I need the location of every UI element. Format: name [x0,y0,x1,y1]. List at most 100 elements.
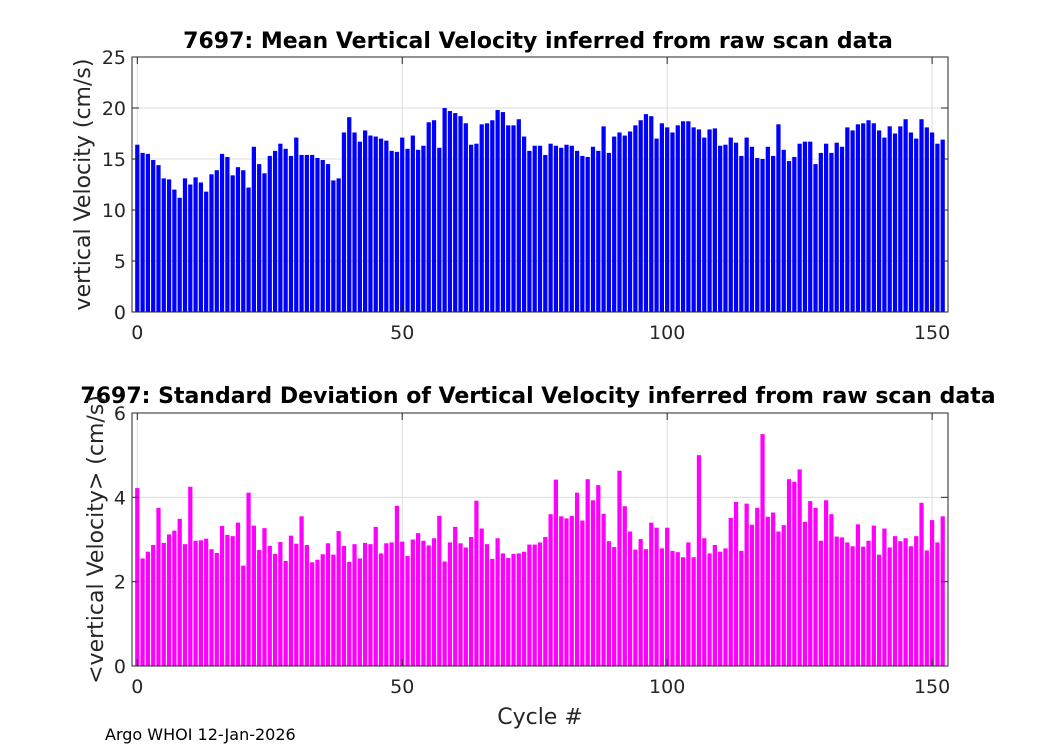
mean-bar [193,177,198,312]
mean-bar [161,178,166,312]
mean-bar [368,135,373,312]
mean-bar [299,154,304,312]
mean-bar [384,140,389,312]
mean-bar [135,144,140,312]
mean-bar [469,144,474,312]
std-bar [140,558,145,666]
std-bar [135,488,140,666]
std-bar [204,538,209,666]
mean-bar [177,197,182,312]
mean-bar [892,133,898,312]
mean-bar [442,108,447,312]
std-bar [373,526,378,666]
mean-bar [712,128,717,312]
mean-bar [919,119,924,312]
std-bar [246,492,251,666]
std-bar [156,507,161,667]
mean-bar [940,139,945,312]
std-bar [543,536,548,666]
mean-bar [559,147,564,312]
mean-bar [564,144,569,312]
mean-ytick-label: 10 [102,200,126,222]
mean-bar [654,138,659,312]
mean-ytick-label: 0 [114,302,126,324]
mean-bar [898,126,903,312]
std-bar [416,533,421,666]
std-bar [209,549,214,666]
mean-ytick-label: 15 [102,149,126,171]
std-bar [643,549,649,666]
mean-bar [283,148,288,312]
mean-bar [834,142,839,312]
mean-bar [675,125,680,312]
std-bar [490,558,495,666]
mean-bar [341,132,347,312]
mean-bar [230,175,235,312]
mean-bar [204,191,209,312]
std-bar [924,550,929,666]
std-xtick-label: 0 [131,676,143,698]
std-bar [484,544,490,666]
mean-bar [908,132,914,312]
std-bar [357,558,362,666]
mean-bar [532,145,537,312]
mean-bar [808,141,813,312]
mean-bar [813,164,818,312]
std-bar [437,515,442,666]
std-bar [474,500,479,666]
std-bar [914,536,919,666]
std-bar [696,455,702,666]
mean-bar [516,119,521,312]
std-bar [521,551,527,666]
std-bar [257,550,262,666]
std-bar [537,542,543,666]
mean-bar [781,149,786,312]
std-bar [469,536,474,666]
std-xtick-label: 100 [649,676,685,698]
mean-bar [723,144,728,312]
std-ytick-label: 6 [114,403,126,425]
std-bar [691,557,696,666]
std-bar [882,528,887,666]
std-xtick-label: 50 [390,676,414,698]
std-bar [940,516,945,666]
std-bar [315,559,320,666]
std-bar [612,547,617,666]
std-bar [230,536,235,666]
mean-bar [543,154,548,312]
mean-bar [288,155,294,312]
mean-bar [145,153,151,312]
mean-bar [887,126,892,312]
std-bar [214,552,219,666]
std-bar [320,554,325,666]
mean-bar [336,178,341,312]
std-bar [903,538,908,666]
std-bar [331,554,336,666]
mean-bar [537,145,543,312]
std-bar [283,561,288,666]
std-bar [850,546,855,666]
std-bar [771,512,776,666]
std-bar [707,553,712,666]
mean-bar [325,164,331,312]
std-bar [585,479,590,666]
std-bar [718,551,723,666]
mean-xtick-label: 50 [390,322,414,344]
mean-bar [792,156,797,312]
mean-bar [707,129,712,312]
mean-bar [903,119,908,312]
std-bar [363,542,368,666]
mean-bar [590,146,596,312]
mean-bar [877,130,882,312]
std-bar [506,558,511,666]
std-bar [802,521,808,666]
std-y-axis-label: <vertical Velocity> (cm/s) [84,395,109,684]
mean-bar [209,174,214,312]
mean-bar [437,147,442,312]
mean-bar [797,143,802,312]
std-bar [659,548,664,666]
std-xtick-label: 150 [914,676,950,698]
std-bar [553,479,559,666]
std-bar [166,534,172,666]
std-bar [564,518,569,666]
